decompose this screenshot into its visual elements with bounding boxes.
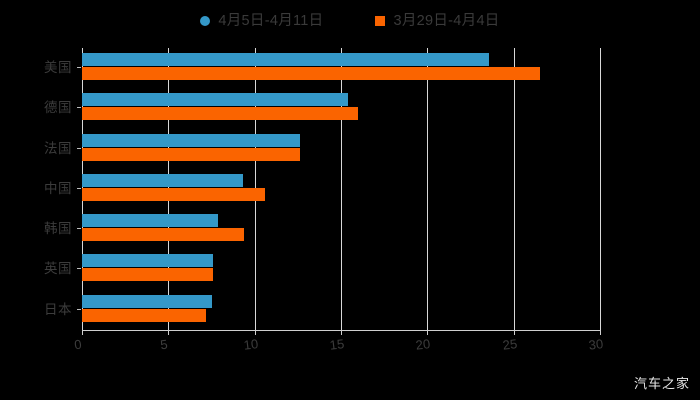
category-row: 中国 [44, 169, 600, 209]
y-axis-tick [77, 187, 81, 189]
y-axis-category-label: 法国 [44, 140, 72, 156]
bar[interactable] [82, 53, 490, 66]
bar[interactable] [82, 187, 266, 201]
y-axis-tick [77, 107, 81, 109]
y-axis-tick [77, 308, 81, 310]
chart-legend: 4月5日-4月11日 3月29日-4月4日 [0, 8, 700, 34]
y-axis-category-label: 德国 [44, 100, 72, 116]
category-row: 日本 [44, 290, 600, 330]
x-axis-tick [341, 330, 342, 335]
x-axis-tick-label: 20 [415, 336, 432, 353]
legend-label-series-1: 4月5日-4月11日 [218, 12, 324, 29]
x-axis-tick-label: 10 [242, 336, 259, 353]
bar[interactable] [82, 228, 245, 242]
watermark: 汽车之家 [633, 376, 690, 391]
x-axis-tick [427, 330, 429, 335]
x-axis-tick-label: 30 [587, 336, 605, 353]
y-axis-category-label: 美国 [44, 60, 72, 75]
y-axis-category-label: 英国 [44, 261, 72, 277]
x-axis-tick [168, 330, 170, 335]
bar[interactable] [82, 67, 540, 80]
x-axis-tick-label: 25 [501, 336, 518, 353]
bar[interactable] [82, 268, 214, 282]
y-axis-tick [77, 268, 81, 270]
y-axis-tick [77, 147, 81, 149]
y-axis-category-label: 日本 [44, 301, 72, 317]
plot-area: 美国德国法国中国韩国英国日本 [44, 48, 601, 330]
category-row: 韩国 [44, 209, 600, 249]
bar[interactable] [82, 133, 300, 147]
gridline [600, 48, 601, 330]
y-axis-tick [77, 67, 81, 68]
bar[interactable] [82, 294, 212, 308]
legend-label-series-2: 3月29日-4月4日 [393, 12, 500, 29]
y-axis-category-label: 韩国 [44, 221, 72, 237]
legend-item-series-2[interactable]: 3月29日-4月4日 [375, 14, 499, 29]
x-axis-tick-label: 0 [73, 336, 83, 353]
x-axis-tick [600, 330, 601, 335]
y-axis-tick [77, 228, 81, 230]
category-row: 法国 [44, 129, 600, 169]
x-axis-tick [254, 330, 256, 335]
square-marker-icon [375, 16, 386, 26]
x-axis-tick-label: 15 [328, 336, 346, 353]
circle-marker-icon [200, 16, 211, 26]
bar[interactable] [82, 93, 348, 107]
x-axis-tick [82, 330, 83, 335]
gridline [427, 48, 429, 330]
legend-item-series-1[interactable]: 4月5日-4月11日 [200, 14, 323, 29]
bar[interactable] [82, 214, 219, 228]
category-row: 德国 [44, 88, 600, 128]
category-row: 英国 [44, 249, 600, 289]
gridline [341, 48, 342, 330]
bar[interactable] [82, 254, 214, 268]
x-axis-tick [513, 330, 515, 335]
y-axis-category-label: 中国 [44, 180, 72, 196]
bar[interactable] [82, 308, 207, 322]
category-row: 美国 [44, 48, 600, 88]
bar[interactable] [82, 107, 359, 121]
bar[interactable] [82, 147, 300, 161]
gridline [513, 48, 515, 330]
bar[interactable] [82, 173, 243, 187]
x-axis-tick-label: 5 [159, 336, 169, 353]
